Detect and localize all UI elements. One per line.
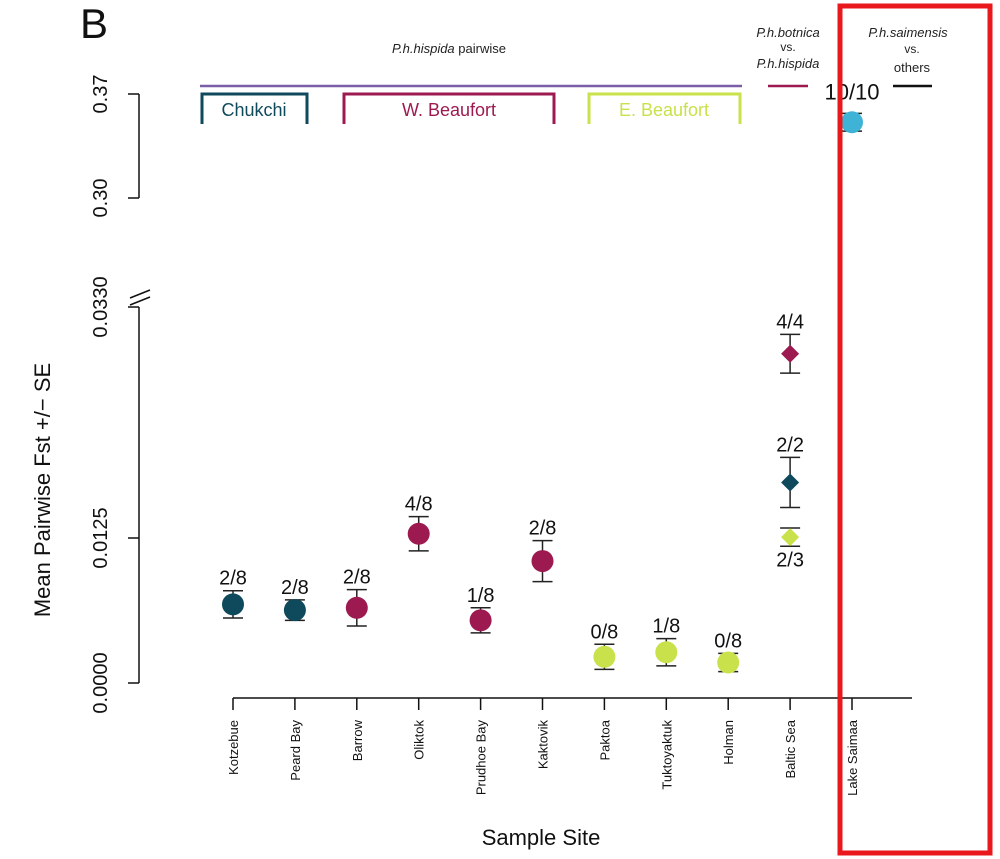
data-label: 2/8 [343,567,371,589]
w-beaufort-group-label: W. Beaufort [402,100,496,120]
circle-marker [717,651,740,674]
diamond-marker [781,528,800,547]
data-label: 1/8 [652,616,680,638]
data-label: 2/8 [219,568,247,590]
y-axis-label: Mean Pairwise Fst +/− SE [30,363,55,617]
data-label: 0/8 [714,630,742,652]
y-tick-label-00330: 0.0330 [90,276,112,337]
data-label: 0/8 [590,621,618,643]
data-points-group: 2/8 2/8 2/8 4/8 1/8 2/8 0/8 1/8 0/8 4/4 2/2 2/3 10/1… [219,79,880,674]
x-ticks-group: Kotzebue Peard Bay Barrow Oliktok Prudhoe Ba… [226,698,860,796]
x-tick-label: Paktoa [597,719,612,760]
data-point: 0/8 [714,630,742,674]
x-tick-label: Holman [721,720,736,765]
y-tick-label-00000: 0.0000 [90,652,112,713]
circle-marker [407,522,430,545]
data-point: 1/8 [652,616,680,667]
x-tick-label: Kotzebue [226,720,241,775]
data-point: 10/10 [824,79,880,134]
x-tick-label: Baltic Sea [783,719,798,778]
data-label: 4/8 [405,494,433,516]
data-point: 4/4 [776,311,804,374]
circle-marker [593,645,616,668]
highlight-box [837,3,993,856]
e-beaufort-bracket [587,92,742,124]
data-point: 0/8 [590,621,618,671]
x-tick-label: Kaktovik [536,720,551,770]
botnica-header-line3: P.h.hispida [757,56,820,71]
axis-break-mark-2 [129,296,151,306]
saimensis-header-line2: vs. [904,42,919,56]
data-label: 2/3 [776,549,804,571]
circle-marker [345,596,368,619]
y-tick-label-030: 0.30 [90,179,112,218]
y-tick-label-00125: 0.0125 [90,507,112,568]
data-label: 2/8 [281,577,309,599]
saimensis-header-line1: P.h.saimensis [868,25,948,40]
chukchi-bracket [200,92,309,124]
circle-marker [283,599,306,622]
x-tick-label: Peard Bay [288,720,303,781]
botnica-header-line1: P.h.botnica [756,25,819,40]
w-beaufort-bracket [342,92,556,124]
data-label: 4/4 [776,311,804,333]
data-label: 2/8 [529,518,557,540]
diamond-marker [781,344,800,363]
saimensis-header-line3: others [894,60,931,75]
x-tick-label: Tuktoyaktuk [659,720,674,790]
botnica-header-line2: vs. [780,40,795,54]
circle-marker [531,550,554,573]
circle-marker [222,593,244,616]
circle-marker [655,641,678,664]
x-axis-label: Sample Site [482,825,601,850]
circle-marker [469,609,492,632]
data-point: 2/8 [219,568,247,619]
data-label: 1/8 [467,585,495,607]
data-label: 10/10 [824,79,879,104]
data-point: 2/8 [529,518,557,583]
panel-letter: B [80,0,108,47]
circle-marker [841,111,863,134]
hispida-pairwise-header: P.h.hispida pairwise [392,41,506,56]
data-point: 2/3 [776,527,804,571]
x-tick-label: Prudhoe Bay [474,720,489,796]
axis-break-mark-1 [129,289,151,299]
data-point: 1/8 [467,585,495,634]
data-label: 2/2 [776,434,804,456]
e-beaufort-group-label: E. Beaufort [619,100,709,120]
data-point: 2/8 [281,577,309,622]
chukchi-group-label: Chukchi [221,100,286,120]
data-point: 2/2 [776,434,804,509]
diamond-marker [781,473,800,492]
data-point: 2/8 [343,567,371,627]
hispida-italic-text: P.h.hispida [392,41,455,56]
data-point: 4/8 [405,494,433,552]
hispida-rest-text: pairwise [455,41,506,56]
x-tick-label: Lake Saimaa [845,719,860,796]
y-tick-label-037: 0.37 [90,75,112,114]
x-tick-label: Barrow [350,719,365,761]
x-tick-label: Oliktok [412,720,427,760]
